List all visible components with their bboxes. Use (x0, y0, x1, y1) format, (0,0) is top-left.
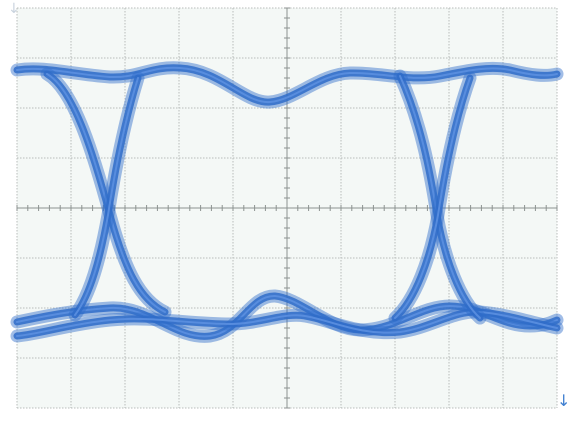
eye-bottom-rail-secondary-highlight (16, 310, 558, 337)
eye-traces (10, 61, 564, 343)
eye-falling-edge-1-highlight (74, 77, 139, 316)
trigger-marker-top: ↓ (8, 1, 20, 17)
eye-bottom-rail-highlight (16, 294, 558, 338)
eye-top-rail-highlight (16, 66, 558, 104)
eye-falling-edge-2-highlight (394, 77, 471, 319)
trigger-marker-bottom: ↓ (557, 391, 571, 410)
